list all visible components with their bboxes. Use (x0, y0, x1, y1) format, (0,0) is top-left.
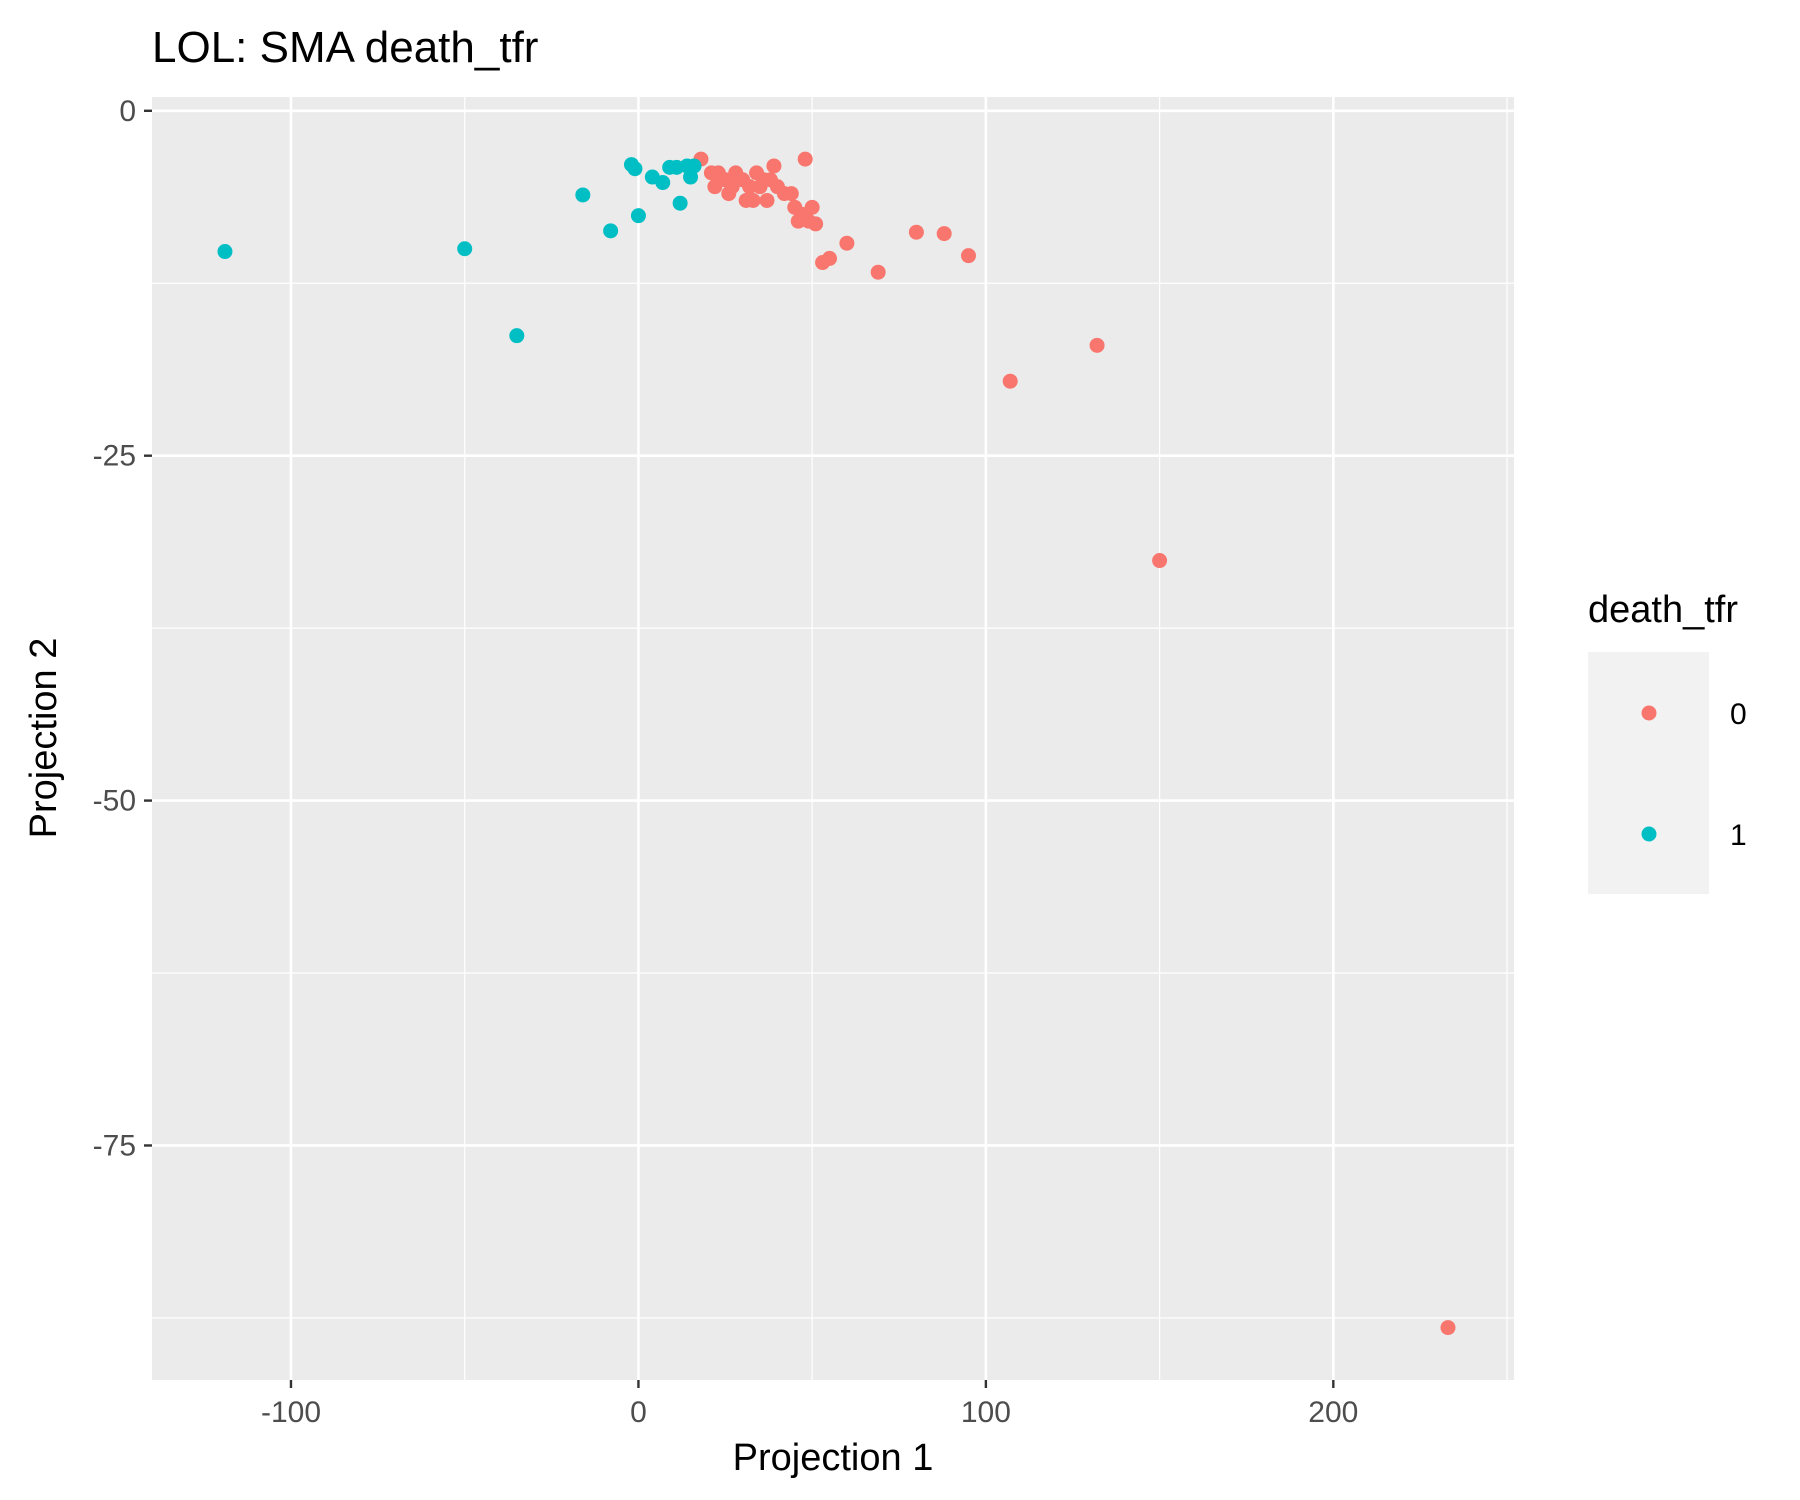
data-point-series-1 (457, 241, 473, 257)
data-point-series-0 (908, 224, 924, 240)
chart-title: LOL: SMA death_tfr (152, 23, 538, 72)
axis-ticks (144, 109, 1335, 1388)
y-tick-labels: 0 -25 -50 -75 (93, 95, 136, 1163)
y-tick-label: -25 (93, 440, 136, 473)
data-point-series-0 (797, 151, 813, 167)
data-point-series-1 (630, 208, 646, 224)
data-point-series-0 (822, 250, 838, 266)
legend-key-0 (1641, 705, 1657, 721)
data-point-series-0 (839, 235, 855, 251)
grid-major (152, 97, 1514, 1380)
y-tick-label: -50 (93, 785, 136, 818)
data-point-series-1 (627, 161, 643, 177)
data-point-series-1 (575, 187, 591, 203)
legend-title: death_tfr (1588, 589, 1738, 631)
legend-label-0: 0 (1730, 698, 1747, 731)
data-point-series-0 (936, 226, 952, 242)
legend-items: 01 (1641, 698, 1747, 852)
data-point-series-0 (745, 192, 761, 208)
data-point-series-1 (686, 158, 702, 174)
x-axis-title: Projection 1 (733, 1437, 934, 1479)
data-points (217, 151, 1456, 1336)
data-point-series-1 (603, 223, 619, 239)
x-tick-label: 100 (961, 1396, 1011, 1429)
data-point-series-1 (655, 175, 671, 191)
x-tick-labels: -100 0 100 200 (261, 1396, 1358, 1429)
grid-minor (152, 97, 1514, 1380)
data-point-series-1 (509, 328, 525, 344)
legend-key-1 (1641, 826, 1657, 842)
x-tick-label: 200 (1308, 1396, 1358, 1429)
data-point-series-1 (672, 195, 688, 211)
data-point-series-0 (961, 248, 977, 264)
data-point-series-0 (808, 216, 824, 232)
data-point-series-0 (1089, 337, 1105, 353)
x-tick-label: 0 (630, 1396, 647, 1429)
data-point-series-0 (783, 186, 799, 202)
legend-key-background (1588, 652, 1709, 894)
data-point-series-0 (870, 264, 886, 280)
y-tick-label: 0 (119, 95, 136, 128)
data-point-series-0 (1152, 553, 1168, 569)
x-tick-label: -100 (261, 1396, 321, 1429)
legend-label-1: 1 (1730, 819, 1747, 852)
legend: death_tfr 01 (1588, 589, 1747, 894)
y-axis-title: Projection 2 (23, 638, 65, 839)
data-point-series-0 (766, 158, 782, 174)
data-point-series-1 (217, 244, 233, 260)
data-point-series-0 (804, 199, 820, 215)
plot-panel (152, 97, 1514, 1380)
data-point-series-0 (742, 179, 758, 195)
data-point-series-0 (1002, 373, 1018, 389)
data-point-series-0 (1440, 1320, 1456, 1336)
data-point-series-0 (759, 192, 775, 208)
y-tick-label: -75 (93, 1129, 136, 1162)
